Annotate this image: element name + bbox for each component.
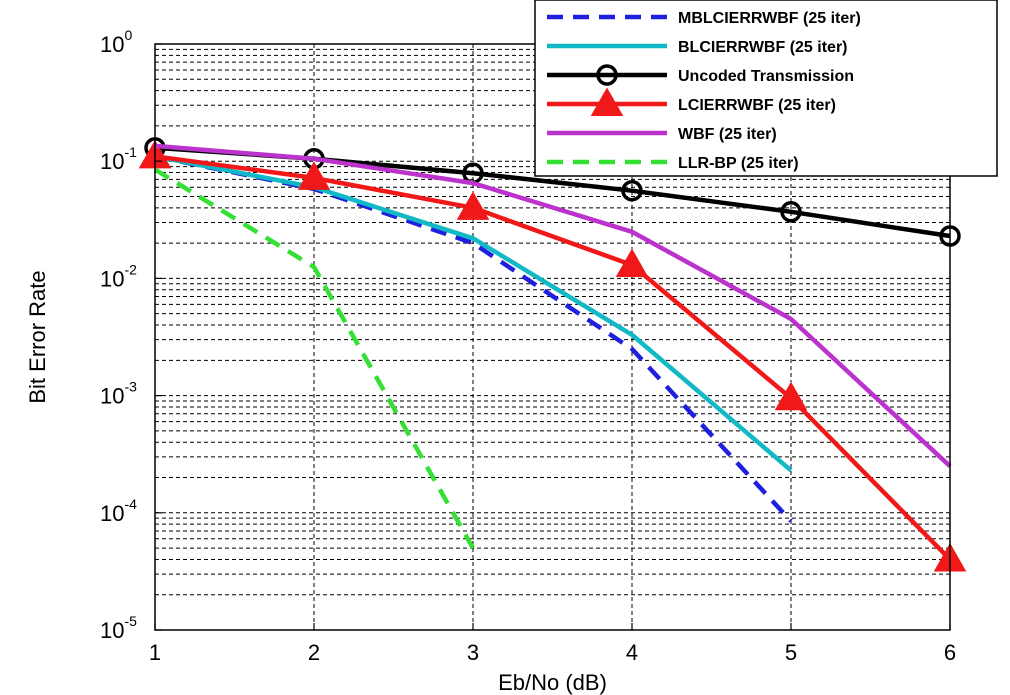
y-tick-base: 10 <box>100 32 124 57</box>
y-tick-label: 10-5 <box>100 613 137 643</box>
series-line-wbf-25-iter <box>154 143 952 468</box>
data-point-lcierrwbf-25-iter <box>615 248 649 278</box>
legend: MBLCIERRWBF (25 iter) BLCIERRWBF (25 iter… <box>534 0 998 177</box>
x-tick-label: 3 <box>467 640 479 665</box>
y-tick-exponent: -4 <box>124 496 137 512</box>
x-tick-label: 1 <box>149 640 161 665</box>
series-line-blcierrwbf-25-iter <box>154 154 793 473</box>
data-point-uncoded-transmission <box>621 179 643 202</box>
legend-marker <box>596 64 618 86</box>
y-tick-base: 10 <box>100 501 124 526</box>
data-point-uncoded-transmission <box>780 201 802 223</box>
data-point-lcierrwbf-25-iter <box>297 161 331 190</box>
data-point-lcierrwbf-25-iter <box>456 191 490 220</box>
x-tick-label: 4 <box>626 640 638 665</box>
y-tick-exponent: -3 <box>124 379 137 395</box>
series-line-llr-bp-25-iter <box>153 167 475 550</box>
legend-box <box>534 0 998 177</box>
series-line-lcierrwbf-25-iter <box>154 154 952 561</box>
y-tick-exponent: -2 <box>124 261 137 277</box>
x-tick-label: 2 <box>308 640 320 665</box>
y-tick-label: 10-3 <box>100 379 137 409</box>
y-tick-exponent: -5 <box>124 613 137 629</box>
series-layer <box>138 137 967 572</box>
y-tick-base: 10 <box>100 266 124 291</box>
y-axis-label: Bit Error Rate <box>25 270 50 403</box>
y-tick-label: 10-1 <box>100 144 137 174</box>
legend-label: LCIERRWBF (25 iter) <box>678 97 836 114</box>
legend-label: WBF (25 iter) <box>678 126 777 143</box>
y-tick-exponent: 0 <box>124 27 132 43</box>
legend-label: BLCIERRWBF (25 iter) <box>678 39 848 56</box>
legend-marker <box>590 87 624 116</box>
x-tick-label: 6 <box>944 640 956 665</box>
legend-label: Uncoded Transmission <box>678 68 854 85</box>
y-tick-exponent: -1 <box>124 144 137 160</box>
x-ticks: 1 2 3 4 5 6 <box>149 623 956 665</box>
y-tick-label: 10-4 <box>100 496 137 526</box>
x-axis-label: Eb/No (dB) <box>498 670 607 695</box>
y-tick-base: 10 <box>100 618 124 643</box>
y-tick-label: 10-2 <box>100 261 137 291</box>
y-tick-base: 10 <box>100 149 124 174</box>
y-tick-label: 100 <box>100 27 132 57</box>
data-point-lcierrwbf-25-iter <box>774 381 808 411</box>
legend-label: LLR-BP (25 iter) <box>678 155 799 172</box>
y-tick-base: 10 <box>100 384 124 409</box>
x-tick-label: 5 <box>785 640 797 665</box>
legend-label: MBLCIERRWBF (25 iter) <box>678 10 861 27</box>
